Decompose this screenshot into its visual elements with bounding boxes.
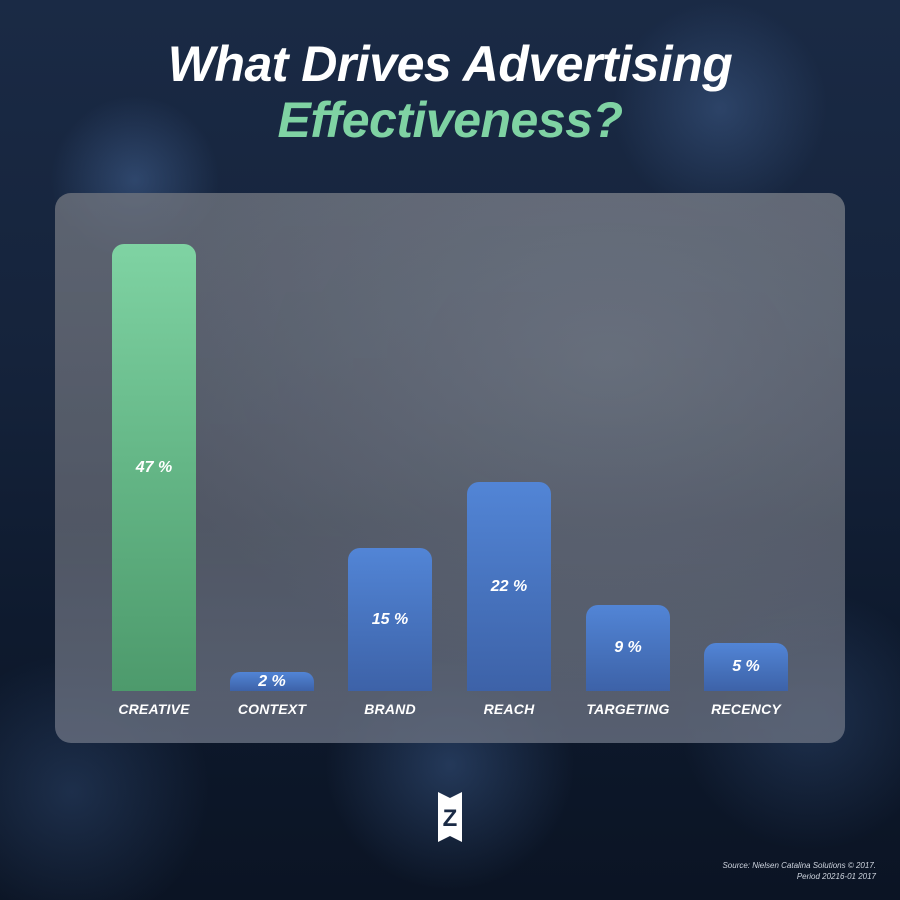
bar-recency: 5 % [704,643,788,691]
source-line-2: Period 20216-01 2017 [796,872,876,881]
source-line-1: Source: Nielsen Catalina Solutions © 201… [722,861,876,870]
category-label-brand: BRAND [364,701,416,717]
bar-targeting: 9 % [586,605,670,691]
category-label-context: CONTEXT [237,701,307,717]
bar-creative: 47 % [112,244,196,691]
bar-value-label: 47 % [135,458,173,476]
bar-value-label: 15 % [371,610,409,628]
bar-brand: 15 % [348,548,432,691]
chart-title: What Drives Advertising Effectiveness? [0,36,900,148]
title-line-1: What Drives Advertising [167,36,733,92]
source-note: Source: Nielsen Catalina Solutions © 201… [722,860,876,882]
category-label-reach: REACH [483,701,535,717]
bar-value-label: 2 % [258,672,286,690]
bar-reach: 22 % [467,482,551,691]
bar-value-label: 22 % [490,577,528,595]
bar-value-label: 9 % [614,639,642,656]
bar-value-label: 5 % [732,658,760,675]
svg-text:Z: Z [443,805,458,832]
category-label-creative: CREATIVE [118,701,190,717]
bar-context: 2 % [230,672,314,691]
title-line-2: Effectiveness? [277,92,623,148]
z-logo-icon: Z [438,792,462,842]
category-label-recency: RECENCY [711,701,781,717]
category-label-targeting: TARGETING [586,701,670,717]
